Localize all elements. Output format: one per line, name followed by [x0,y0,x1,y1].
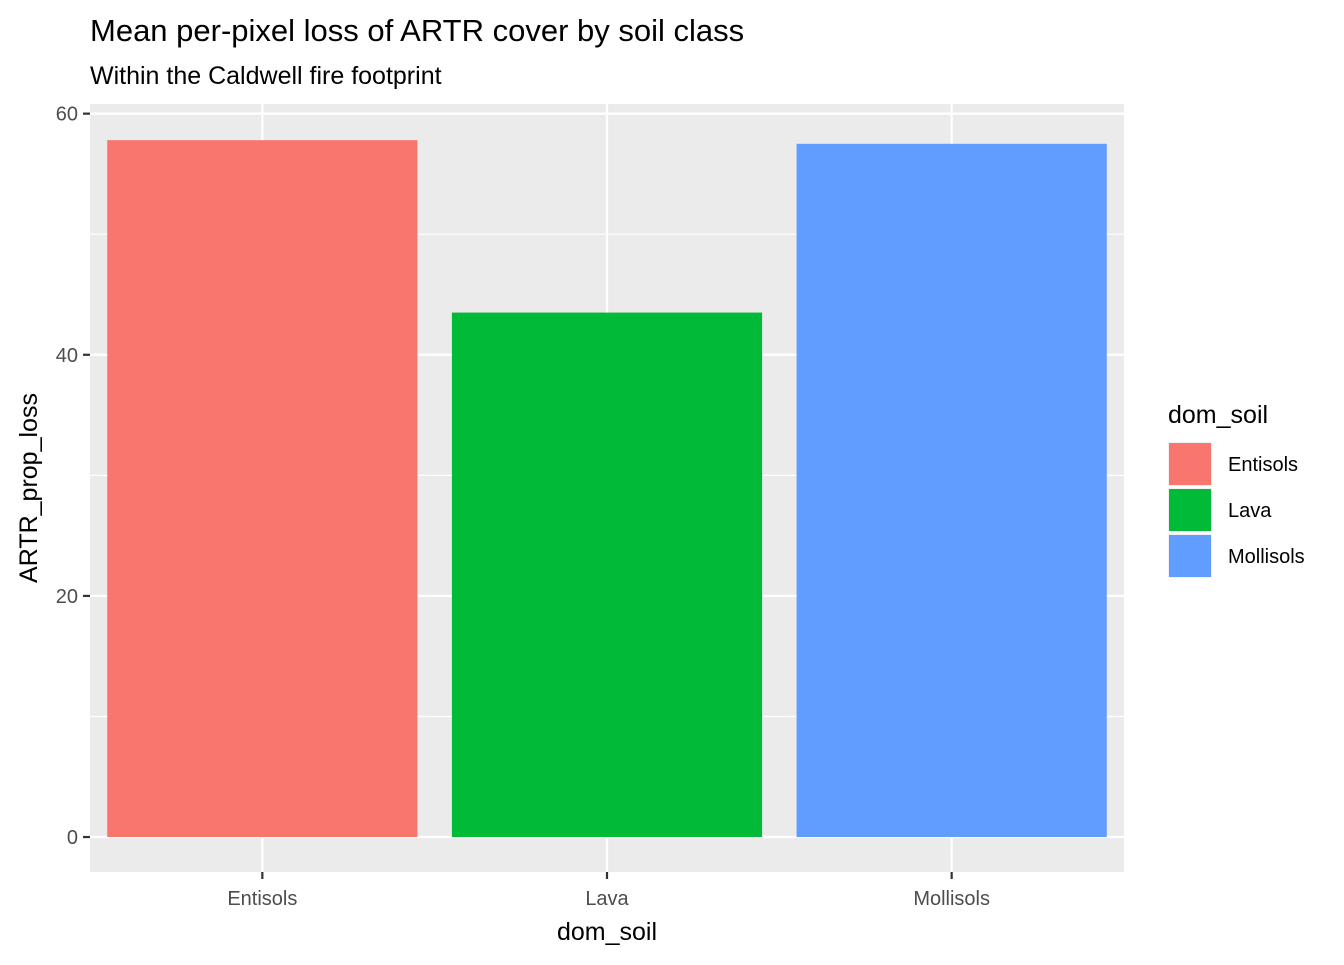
y-tick-label: 40 [56,345,78,367]
legend-label: Entisols [1228,454,1298,476]
x-tick-label: Mollisols [913,888,990,910]
y-tick-label: 0 [67,827,78,849]
legend-label: Lava [1228,500,1272,522]
bar-entisols [107,140,418,838]
y-tick-label: 60 [56,104,78,126]
chart-subtitle: Within the Caldwell fire footprint [90,62,442,90]
x-tick-label: Entisols [227,888,297,910]
legend-title: dom_soil [1168,401,1268,429]
legend-swatch-entisols [1169,443,1211,485]
y-tick-label: 20 [56,586,78,608]
legend: dom_soil Entisols Lava Mollisols [1168,401,1305,578]
x-tick-label: Lava [585,888,629,910]
bars [107,140,1107,838]
legend-label: Mollisols [1228,546,1305,568]
y-axis: 0 20 40 60 [56,104,90,849]
legend-swatch-lava [1169,489,1211,531]
x-axis: Entisols Lava Mollisols [227,872,990,910]
bar-lava [451,312,763,838]
y-axis-title: ARTR_prop_loss [15,393,43,583]
x-axis-title: dom_soil [557,918,657,946]
bar-mollisols [796,143,1107,838]
legend-items: Entisols Lava Mollisols [1168,442,1305,578]
legend-swatch-mollisols [1169,535,1211,577]
chart-title: Mean per-pixel loss of ARTR cover by soi… [90,13,744,48]
